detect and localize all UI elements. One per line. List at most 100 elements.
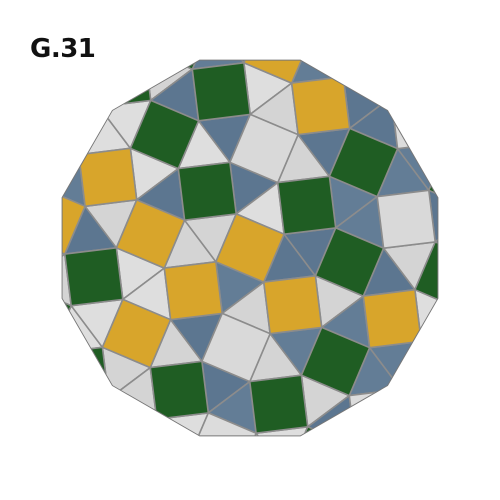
- triangle-tile: [364, 0, 412, 49]
- triangle-tile: [463, 12, 500, 64]
- triangle-tile: [235, 432, 289, 436]
- triangle-tile: [435, 461, 487, 500]
- triangle-tile: [0, 285, 23, 333]
- square-tile: [92, 60, 152, 108]
- triangle-tile: [410, 60, 438, 92]
- triangle-tile: [311, 60, 365, 78]
- triangle-tile: [477, 163, 500, 211]
- triangle-tile: [93, 7, 145, 55]
- triangle-tile: [62, 60, 94, 88]
- triangle-tile: [258, 0, 306, 15]
- square-tile: [463, 304, 500, 362]
- square-tile: [414, 241, 438, 311]
- square-tile: [443, 43, 500, 111]
- triangle-tile: [158, 0, 206, 1]
- square-tile: [87, 398, 158, 436]
- triangle-tile: [62, 398, 110, 436]
- triangle-tile: [62, 133, 80, 187]
- square-tile: [129, 99, 200, 170]
- triangle-tile: [0, 453, 43, 500]
- square-tile: [136, 461, 194, 500]
- square-tile: [243, 60, 313, 84]
- triangle-tile: [287, 475, 335, 500]
- triangle-tile: [364, 0, 412, 49]
- triangle-tile: [427, 189, 438, 243]
- triangle-tile: [414, 288, 438, 343]
- triangle-tile: [62, 404, 90, 436]
- square-tile: [149, 360, 210, 421]
- triangle-tile: [135, 418, 189, 436]
- triangle-tile: [420, 309, 438, 363]
- triangle-tile: [483, 256, 500, 304]
- triangle-tile: [9, 354, 57, 406]
- square-tile: [362, 288, 423, 349]
- triangle-tile: [155, 412, 210, 436]
- square-tile: [477, 204, 500, 262]
- square-tile: [101, 298, 172, 369]
- square-tile: [62, 284, 72, 355]
- triangle-tile: [0, 385, 9, 433]
- triangle-tile: [387, 489, 435, 500]
- square-tile: [335, 489, 393, 500]
- triangle-tile: [14, 0, 66, 35]
- triangle-tile: [491, 63, 500, 111]
- square-tile: [342, 60, 413, 98]
- triangle-tile: [0, 186, 37, 234]
- triangle-tile: [62, 233, 66, 287]
- triangle-tile: [390, 60, 438, 98]
- triangle-tile: [443, 91, 491, 143]
- triangle-tile: [264, 0, 312, 35]
- triangle-tile: [165, 0, 213, 21]
- triangle-tile: [356, 441, 408, 489]
- triangle-tile: [113, 1, 165, 49]
- triangle-tile: [469, 355, 500, 403]
- square-tile: [62, 185, 86, 255]
- triangle-tile: [311, 60, 365, 78]
- triangle-tile: [483, 256, 500, 304]
- triangle-tile: [457, 0, 500, 43]
- square-tile: [229, 113, 299, 184]
- triangle-tile: [335, 447, 387, 495]
- triangle-tile: [294, 495, 342, 500]
- triangle-tile: [0, 433, 37, 485]
- square-tile: [262, 274, 323, 335]
- square-tile: [405, 0, 463, 49]
- triangle-tile: [89, 447, 137, 499]
- triangle-tile: [455, 455, 500, 500]
- triangle-tile: [420, 309, 438, 363]
- triangle-tile: [294, 495, 342, 500]
- square-tile: [314, 227, 385, 297]
- triangle-tile: [65, 0, 113, 7]
- triangle-tile: [390, 60, 438, 98]
- triangle-tile: [449, 111, 497, 163]
- triangle-tile: [449, 111, 497, 163]
- triangle-tile: [93, 7, 145, 55]
- square-tile: [191, 61, 251, 122]
- square-tile: [115, 199, 186, 269]
- triangle-tile: [406, 408, 438, 436]
- triangle-tile: [211, 60, 266, 64]
- triangle-tile: [3, 333, 51, 385]
- triangle-tile: [287, 475, 335, 500]
- triangle-tile: [0, 87, 51, 135]
- triangle-tile: [387, 489, 435, 500]
- square-tile: [0, 385, 57, 453]
- triangle-tile: [435, 461, 487, 500]
- triangle-tile: [469, 355, 500, 403]
- triangle-tile: [188, 461, 236, 500]
- square-tile: [387, 441, 455, 500]
- square-tile: [62, 85, 100, 156]
- square-tile: [201, 312, 271, 383]
- square-tile: [491, 105, 500, 163]
- triangle-tile: [191, 60, 245, 70]
- square-tile: [300, 326, 371, 397]
- triangle-tile: [264, 0, 312, 35]
- square-tile: [163, 260, 223, 321]
- triangle-tile: [400, 388, 438, 436]
- square-tile: [37, 447, 95, 500]
- square-tile: [206, 0, 264, 21]
- triangle-tile: [449, 362, 500, 410]
- triangle-tile: [335, 447, 387, 495]
- triangle-tile: [62, 133, 80, 187]
